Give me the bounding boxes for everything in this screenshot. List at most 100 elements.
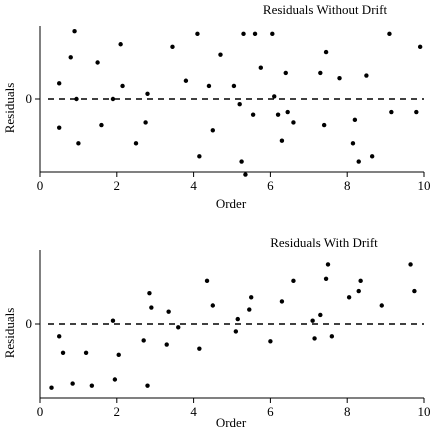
data-point <box>145 383 150 388</box>
data-point <box>210 128 215 133</box>
data-point <box>358 278 363 284</box>
data-point <box>318 312 323 318</box>
x-tick-label: 10 <box>418 178 431 193</box>
data-point <box>60 350 66 355</box>
data-point <box>112 377 118 382</box>
data-point <box>291 278 296 284</box>
data-point <box>49 385 54 390</box>
data-point <box>241 31 246 37</box>
data-point <box>197 154 202 159</box>
data-point <box>389 109 394 115</box>
data-point <box>356 288 361 294</box>
data-point <box>210 303 215 308</box>
data-point <box>74 96 79 102</box>
chart-title: Residuals Without Drift <box>263 2 388 17</box>
data-point <box>239 159 244 164</box>
x-tick-label: 0 <box>37 178 44 193</box>
data-point <box>325 262 331 267</box>
data-point <box>318 70 323 76</box>
data-point <box>235 316 240 322</box>
data-point <box>118 42 123 47</box>
x-axis-label: Order <box>216 196 247 211</box>
data-point <box>170 44 175 50</box>
data-point <box>258 65 263 70</box>
data-point <box>291 120 296 125</box>
data-point <box>110 96 116 102</box>
data-point <box>275 112 281 117</box>
data-point <box>247 307 252 312</box>
x-tick-label: 4 <box>190 178 197 193</box>
x-tick-label: 0 <box>37 404 44 419</box>
data-point <box>57 334 62 339</box>
data-point <box>352 117 358 123</box>
data-point <box>57 125 62 130</box>
chart-panel-without-drift: Residuals Without Drift Residuals Order … <box>2 2 431 211</box>
data-point <box>356 159 361 164</box>
data-point <box>323 49 329 55</box>
data-point <box>387 31 392 37</box>
data-point <box>346 295 352 300</box>
data-point <box>176 325 181 330</box>
data-point <box>218 52 223 57</box>
data-point <box>206 83 212 89</box>
data-point <box>116 352 121 358</box>
data-point <box>76 141 81 146</box>
x-tick-label: 8 <box>344 404 351 419</box>
data-point <box>149 305 154 310</box>
data-point <box>279 299 285 304</box>
data-point <box>285 109 290 115</box>
x-tick-label: 10 <box>418 404 431 419</box>
data-point <box>310 318 315 323</box>
data-point <box>272 94 277 99</box>
data-point <box>231 83 237 89</box>
data-point <box>252 31 258 37</box>
data-point <box>237 102 242 107</box>
data-point <box>183 78 189 83</box>
data-point <box>164 342 169 347</box>
x-tick-label: 2 <box>114 178 121 193</box>
data-point <box>321 122 327 128</box>
data-point <box>147 290 152 296</box>
data-point <box>312 336 317 341</box>
plot-area: 0 2 4 6 8 10 0 <box>26 26 431 193</box>
data-point <box>197 346 202 351</box>
data-point <box>243 172 248 177</box>
data-point <box>95 60 100 65</box>
data-point <box>417 44 423 50</box>
data-point <box>143 120 148 125</box>
data-point <box>283 70 288 76</box>
data-point <box>99 122 104 128</box>
data-point <box>268 339 273 344</box>
data-point <box>270 31 275 37</box>
x-tick-label: 6 <box>267 404 274 419</box>
data-point <box>70 381 75 386</box>
data-point <box>141 338 146 343</box>
data-point <box>145 91 150 96</box>
chart-panel-with-drift: Residuals With Drift Residuals Order 0 2 4… <box>2 235 431 430</box>
x-tick-label: 4 <box>190 404 197 419</box>
chart-title: Residuals With Drift <box>270 235 378 250</box>
x-tick-label: 2 <box>114 404 121 419</box>
data-point <box>329 334 335 339</box>
data-point <box>83 350 89 355</box>
data-point <box>408 262 413 267</box>
data-point <box>133 141 139 146</box>
data-point <box>350 141 356 146</box>
data-point <box>414 109 419 115</box>
data-point <box>279 138 285 143</box>
data-point <box>68 55 73 60</box>
x-tick-label: 6 <box>267 178 274 193</box>
data-point <box>72 29 77 34</box>
data-point <box>89 383 95 388</box>
data-point <box>204 278 210 284</box>
data-point <box>337 75 342 81</box>
data-point <box>120 83 125 89</box>
y-axis-label: Residuals <box>2 308 17 359</box>
plot-area: 0 2 4 6 8 10 0 <box>26 250 431 419</box>
y-tick-label: 0 <box>26 91 33 106</box>
data-point <box>369 154 375 159</box>
data-point <box>57 81 62 86</box>
data-point <box>249 295 254 300</box>
x-axis-label: Order <box>216 415 247 430</box>
